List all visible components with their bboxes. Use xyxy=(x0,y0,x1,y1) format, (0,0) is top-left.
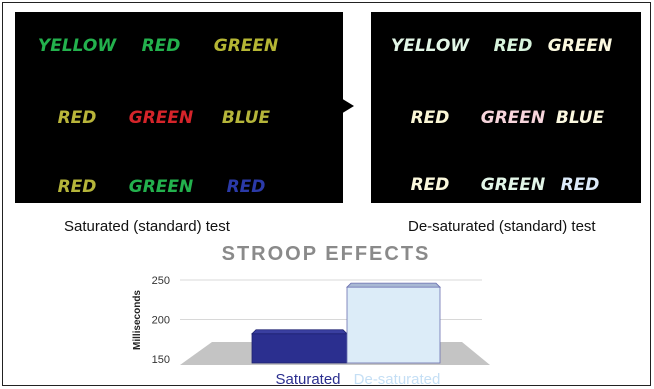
saturated-word-r3-c2: GREEN xyxy=(128,177,194,197)
saturated-word-r3-c3: RED xyxy=(226,177,266,197)
desaturated-word-r3-c1: RED xyxy=(410,175,450,195)
bar-de-saturated xyxy=(346,282,441,364)
chart-title: STROOP EFFECTS xyxy=(222,243,431,265)
figure-frame xyxy=(2,2,651,386)
saturated-word-r1-c2: RED xyxy=(141,36,181,56)
desaturated-word-r2-c2: GREEN xyxy=(480,108,546,128)
y-tick-label: 250 xyxy=(152,275,170,287)
y-axis-ticks: 150 200 250 xyxy=(152,275,170,366)
saturated-word-r2-c1: RED xyxy=(57,108,97,128)
saturated-word-r1-c1: YELLOW xyxy=(37,36,117,56)
saturated-word-r2-c3: BLUE xyxy=(221,108,271,128)
bar-front-face xyxy=(251,333,348,364)
x-label-de-saturated: De-saturated xyxy=(354,371,441,388)
saturated-word-r1-c3: GREEN xyxy=(213,36,279,56)
y-tick-label: 150 xyxy=(152,354,170,366)
desaturated-test-panel: YELLOW RED GREEN RED GREEN BLUE RED GREEN RED xyxy=(371,12,641,203)
desaturated-word-r3-c2: GREEN xyxy=(480,175,546,195)
x-label-saturated: Saturated xyxy=(275,371,340,388)
desaturated-caption: De-saturated (standard) test xyxy=(408,218,596,235)
stroop-effects-chart: STROOP EFFECTS 150 200 250 Milliseconds Sa… xyxy=(132,243,490,388)
desaturated-word-r1-c3: GREEN xyxy=(547,36,613,56)
desaturated-word-r2-c1: RED xyxy=(410,108,450,128)
y-tick-label: 200 xyxy=(152,315,170,327)
saturated-word-r3-c1: RED xyxy=(57,177,97,197)
bar-saturated xyxy=(251,329,348,364)
bar-front-face xyxy=(346,286,441,364)
chart-bars xyxy=(251,282,441,364)
saturated-caption: Saturated (standard) test xyxy=(64,218,230,235)
y-axis-label: Milliseconds xyxy=(132,290,143,350)
desaturated-word-r1-c2: RED xyxy=(493,36,533,56)
bar-top-face xyxy=(346,282,441,288)
right-arrow-icon xyxy=(302,95,354,122)
desaturated-word-r1-c1: YELLOW xyxy=(390,36,470,56)
desaturated-word-r2-c3: BLUE xyxy=(555,108,605,128)
desaturated-word-r3-c3: RED xyxy=(560,175,600,195)
saturated-test-panel: YELLOW RED GREEN RED GREEN BLUE RED GREEN RED xyxy=(15,12,343,203)
bar-top-face xyxy=(251,329,348,335)
saturated-word-r2-c2: GREEN xyxy=(128,108,194,128)
x-axis-labels: Saturated De-saturated xyxy=(275,371,440,388)
